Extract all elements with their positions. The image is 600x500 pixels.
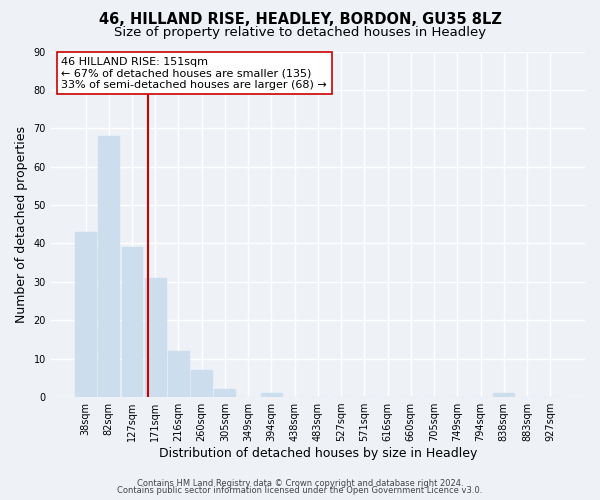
Bar [191,370,212,397]
Text: 46 HILLAND RISE: 151sqm
← 67% of detached houses are smaller (135)
33% of semi-d: 46 HILLAND RISE: 151sqm ← 67% of detache… [61,56,327,90]
Text: Contains public sector information licensed under the Open Government Licence v3: Contains public sector information licen… [118,486,482,495]
Text: Contains HM Land Registry data © Crown copyright and database right 2024.: Contains HM Land Registry data © Crown c… [137,478,463,488]
X-axis label: Distribution of detached houses by size in Headley: Distribution of detached houses by size … [159,447,477,460]
Bar [122,248,142,397]
Text: Size of property relative to detached houses in Headley: Size of property relative to detached ho… [114,26,486,39]
Y-axis label: Number of detached properties: Number of detached properties [15,126,28,323]
Text: 46, HILLAND RISE, HEADLEY, BORDON, GU35 8LZ: 46, HILLAND RISE, HEADLEY, BORDON, GU35 … [98,12,502,28]
Bar [214,390,235,397]
Bar [493,393,514,397]
Bar [261,393,282,397]
Bar [75,232,96,397]
Bar [98,136,119,397]
Bar [168,351,189,397]
Bar [145,278,166,397]
